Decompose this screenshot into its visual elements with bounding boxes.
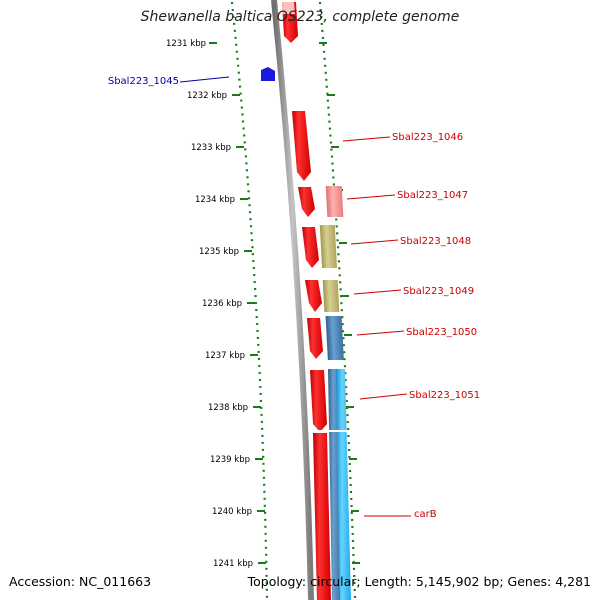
gene-label-sbal223-1050[interactable]: Sbal223_1050 xyxy=(406,327,477,338)
ruler-tick-label: 1234 kbp xyxy=(195,195,235,205)
gene-block[interactable] xyxy=(319,225,338,268)
gene-features[interactable] xyxy=(261,2,351,600)
gene-label-sbal223-1051[interactable]: Sbal223_1051 xyxy=(409,390,480,401)
ruler-right-ticks xyxy=(319,42,360,564)
topology-text: Topology: circular; Length: 5,145,902 bp… xyxy=(247,574,591,589)
gene-label-sbal223-1048[interactable]: Sbal223_1048 xyxy=(400,236,471,247)
ruler-tick-label: 1240 kbp xyxy=(212,507,252,517)
ruler-tick-label: 1233 kbp xyxy=(191,143,231,153)
gene-block[interactable] xyxy=(336,369,351,600)
genome-backbone xyxy=(271,0,314,600)
gene-arrow[interactable] xyxy=(305,280,322,312)
ruler-tick-label: 1239 kbp xyxy=(210,455,250,465)
gene-label-carb[interactable]: carB xyxy=(414,509,437,520)
ruler-tick-label: 1235 kbp xyxy=(199,247,239,257)
ruler-tick-label: 1237 kbp xyxy=(205,351,245,361)
gene-label-sbal223-1046[interactable]: Sbal223_1046 xyxy=(392,132,463,143)
gene-block[interactable] xyxy=(322,280,340,312)
gene-label-sbal223-1047[interactable]: Sbal223_1047 xyxy=(397,190,468,201)
gene-block[interactable] xyxy=(325,316,344,360)
ruler-ticks: 1231 kbp 1232 kbp 1233 kbp 1234 kbp 1235… xyxy=(166,39,266,569)
ruler-tick-label: 1236 kbp xyxy=(202,299,242,309)
gene-arrow[interactable] xyxy=(313,433,331,600)
gene-label-sbal223-1049[interactable]: Sbal223_1049 xyxy=(403,286,474,297)
ruler-tick-label: 1241 kbp xyxy=(213,559,253,569)
gene-block[interactable] xyxy=(325,186,344,217)
gene-labels: Sbal223_1045 Sbal223_1046 Sbal223_1047 S… xyxy=(108,76,480,520)
gene-arrow[interactable] xyxy=(310,370,327,432)
gene-arrow[interactable] xyxy=(302,227,319,268)
gene-arrow[interactable] xyxy=(292,111,311,181)
gene-arrow[interactable] xyxy=(298,187,315,217)
ruler-tick-label: 1231 kbp xyxy=(166,39,206,49)
gene-arrow[interactable] xyxy=(282,2,295,14)
ruler-tick-label: 1232 kbp xyxy=(187,91,227,101)
gene-arrow-reverse[interactable] xyxy=(261,67,275,81)
genome-title: Shewanella baltica OS223, complete genom… xyxy=(140,9,460,25)
gene-arrow[interactable] xyxy=(307,318,323,359)
gene-label-sbal223-1045[interactable]: Sbal223_1045 xyxy=(108,76,179,87)
accession-text: Accession: NC_011663 xyxy=(9,574,152,589)
ruler-tick-label: 1238 kbp xyxy=(208,403,248,413)
label-connectors xyxy=(179,76,411,517)
